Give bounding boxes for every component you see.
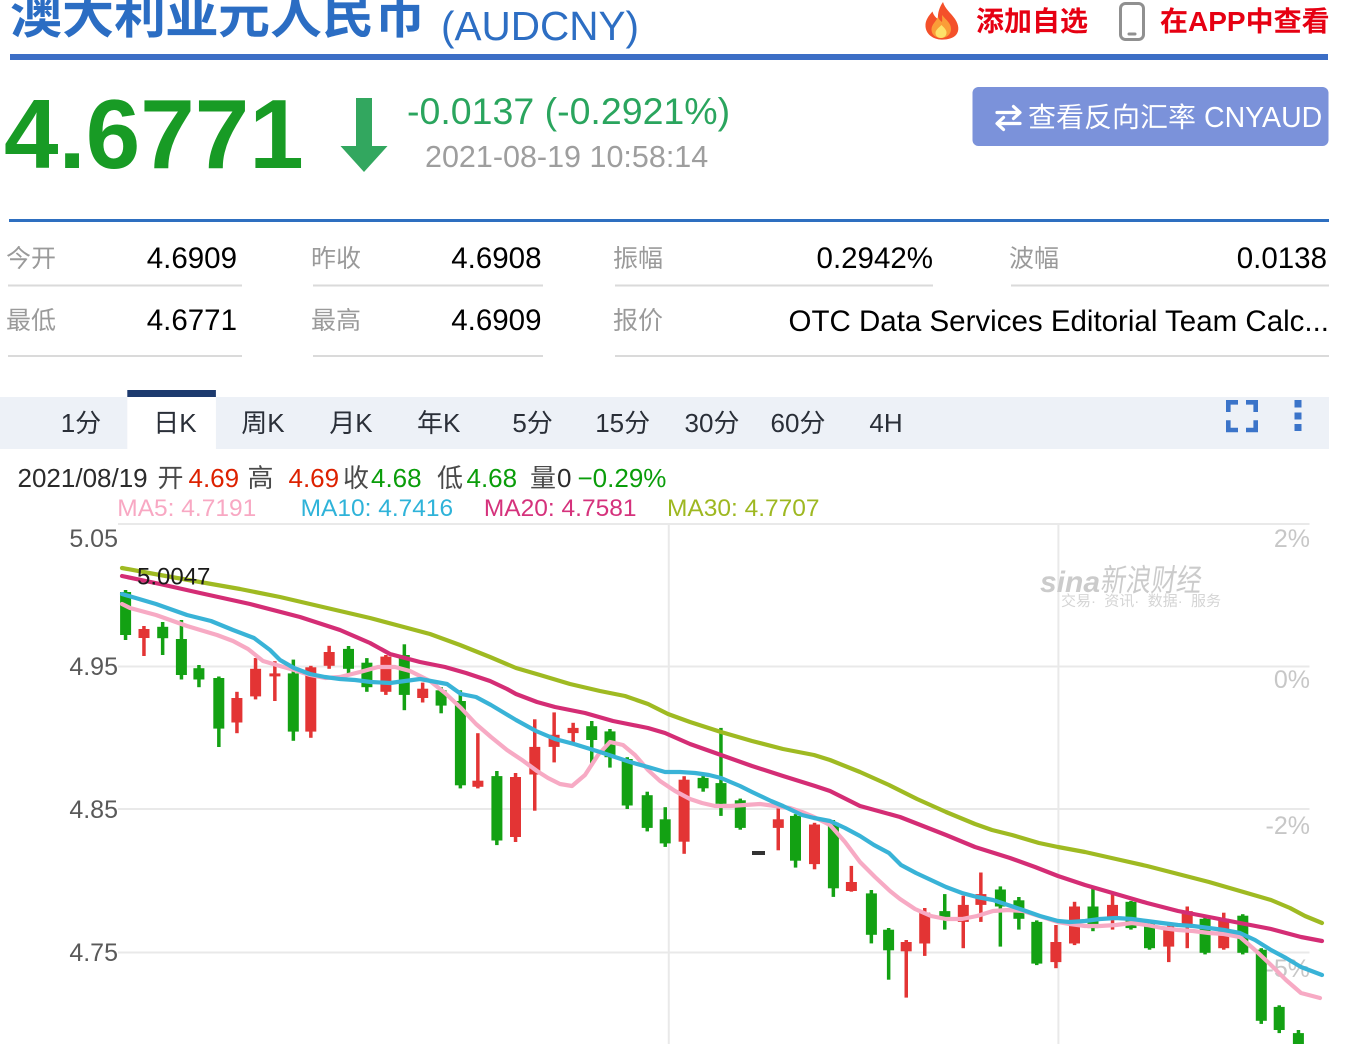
svg-text:4.95: 4.95: [69, 653, 118, 681]
svg-text:4.6771: 4.6771: [4, 79, 304, 189]
svg-text:4.6908: 4.6908: [451, 242, 541, 275]
svg-text:15: 15: [595, 408, 624, 438]
svg-text:·: ·: [1178, 593, 1183, 610]
svg-text:-0.0137 (-0.2921%): -0.0137 (-0.2921%): [407, 90, 730, 132]
svg-text:5.0047: 5.0047: [137, 564, 210, 591]
svg-text:5.05: 5.05: [69, 525, 118, 553]
svg-text:4.6771: 4.6771: [147, 304, 237, 337]
svg-text:−0.29%: −0.29%: [578, 463, 667, 493]
svg-text:4.85: 4.85: [69, 796, 118, 824]
svg-text:4.69: 4.69: [289, 463, 340, 493]
svg-text:0.0138: 0.0138: [1237, 242, 1327, 275]
svg-text:4.75: 4.75: [69, 939, 118, 967]
svg-text:60: 60: [771, 408, 800, 438]
svg-text:0.2942%: 0.2942%: [817, 242, 933, 275]
svg-text:MA30: 4.7707: MA30: 4.7707: [667, 495, 820, 522]
svg-text:K: K: [355, 408, 373, 438]
svg-text:K: K: [443, 408, 461, 438]
svg-text:2021/08/19: 2021/08/19: [18, 463, 148, 493]
svg-text:-2%: -2%: [1266, 812, 1310, 840]
svg-text:1: 1: [61, 408, 75, 438]
svg-text:4.68: 4.68: [371, 463, 422, 493]
svg-text:(AUDCNY): (AUDCNY): [441, 3, 639, 49]
svg-text:CNYAUD: CNYAUD: [1204, 102, 1322, 134]
svg-text:4H: 4H: [869, 408, 902, 438]
svg-text:K: K: [267, 408, 285, 438]
svg-text:sina: sina: [1040, 566, 1100, 599]
svg-text:4.69: 4.69: [189, 463, 240, 493]
svg-text:4.6909: 4.6909: [147, 242, 237, 275]
svg-text:MA5: 4.7191: MA5: 4.7191: [117, 495, 256, 522]
svg-text:2%: 2%: [1274, 525, 1310, 553]
svg-text:·: ·: [1091, 593, 1096, 610]
svg-text:·: ·: [1134, 593, 1139, 610]
svg-text:0%: 0%: [1274, 666, 1310, 694]
svg-text:MA20: 4.7581: MA20: 4.7581: [484, 495, 637, 522]
svg-text:5: 5: [512, 408, 526, 438]
svg-text:OTC Data Services Editorial Te: OTC Data Services Editorial Team Calc...: [789, 305, 1329, 338]
svg-text:4.68: 4.68: [467, 463, 518, 493]
svg-text:K: K: [179, 408, 197, 438]
svg-text:0: 0: [557, 463, 571, 493]
svg-text:4.6909: 4.6909: [451, 304, 541, 337]
svg-text:APP: APP: [1188, 6, 1246, 37]
svg-text:2021-08-19 10:58:14: 2021-08-19 10:58:14: [425, 140, 708, 174]
svg-text:30: 30: [685, 408, 714, 438]
svg-text:MA10: 4.7416: MA10: 4.7416: [301, 495, 454, 522]
